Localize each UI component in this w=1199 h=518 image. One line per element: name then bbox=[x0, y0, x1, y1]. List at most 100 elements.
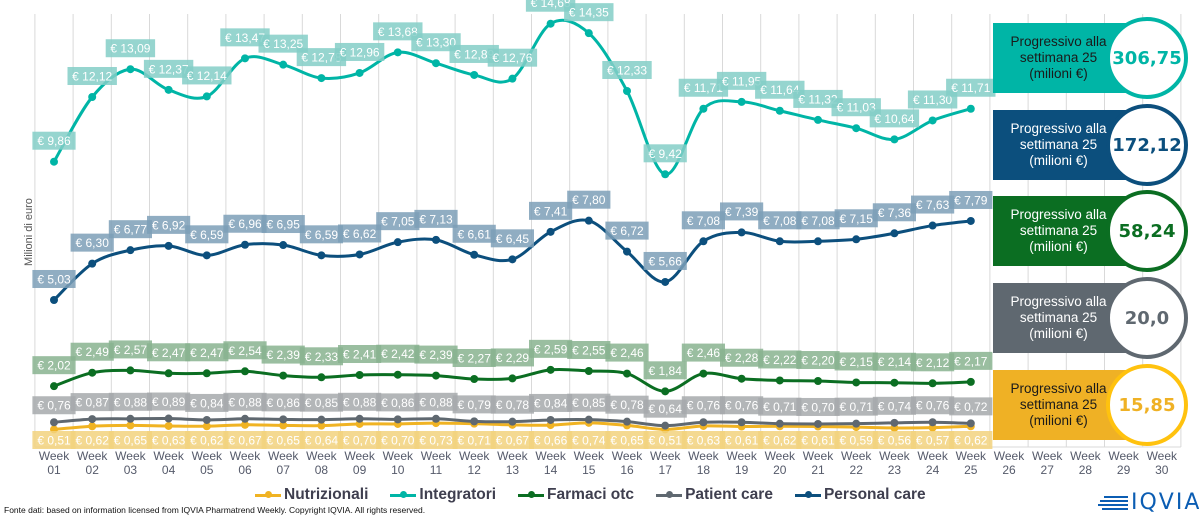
data-label: € 0,65 bbox=[610, 434, 644, 448]
data-label-box bbox=[258, 34, 308, 53]
data-label: € 0,65 bbox=[267, 434, 301, 448]
data-label: € 7,08 bbox=[687, 214, 721, 228]
data-label: € 0,66 bbox=[534, 434, 568, 448]
data-label: € 2,14 bbox=[878, 355, 912, 369]
data-label-box bbox=[296, 48, 347, 67]
data-label: € 0,70 bbox=[801, 400, 835, 414]
x-tick-label: Week 21 bbox=[803, 449, 834, 477]
x-tick-label: Week 14 bbox=[535, 449, 566, 477]
data-label-box bbox=[32, 131, 76, 150]
data-labels-integratori: € 9,86 € 12,12 € 13,09 € 12,37€ 12,14 € 13,4… bbox=[32, 0, 996, 163]
data-point bbox=[317, 251, 326, 260]
data-label: € 2,33 bbox=[305, 350, 339, 364]
data-point bbox=[699, 104, 708, 113]
data-label: € 7,39 bbox=[725, 205, 759, 219]
data-label: € 0,88 bbox=[114, 395, 148, 409]
data-point bbox=[623, 86, 631, 95]
data-label-box bbox=[602, 60, 652, 79]
data-label: € 11,71 bbox=[951, 81, 990, 95]
data-label: € 0,62 bbox=[763, 434, 797, 448]
data-label-box bbox=[32, 356, 76, 375]
data-label: € 6,96 bbox=[228, 217, 262, 231]
data-point bbox=[814, 419, 822, 428]
data-point bbox=[623, 247, 631, 256]
data-label: € 9,42 bbox=[649, 147, 683, 161]
data-point bbox=[966, 377, 975, 386]
data-label-box bbox=[147, 392, 191, 411]
data-label: € 11,95 bbox=[722, 74, 761, 88]
x-tick-label: Week 24 bbox=[917, 449, 948, 477]
x-tick-label: Week 08 bbox=[306, 449, 337, 477]
data-label: € 9,86 bbox=[37, 134, 71, 148]
data-point bbox=[393, 48, 402, 57]
x-tick-label: Week 15 bbox=[574, 449, 605, 477]
data-label-box bbox=[949, 397, 993, 416]
data-label: € 0,61 bbox=[725, 434, 759, 448]
data-labels-farmaci-otc: € 2,02 € 2,49 € 2,57 € 2,47 € 2,47 € 2,54 € 2,… bbox=[32, 339, 993, 380]
legend-item-farmaci-otc[interactable]: Farmaci otc bbox=[518, 486, 634, 504]
legend-item-integratori[interactable]: Integratori bbox=[390, 486, 496, 504]
logo-text: IQVIA bbox=[1131, 490, 1199, 515]
data-point bbox=[966, 216, 975, 225]
data-point bbox=[775, 237, 784, 246]
data-point bbox=[737, 374, 746, 383]
data-point bbox=[623, 417, 631, 426]
data-label: € 14,35 bbox=[569, 6, 609, 20]
data-label-box bbox=[452, 349, 496, 368]
data-label: € 6,61 bbox=[458, 227, 492, 241]
data-label: € 13,47 bbox=[225, 31, 265, 45]
data-label: € 0,64 bbox=[649, 402, 683, 416]
legend-item-patient-care[interactable]: Patient care bbox=[656, 486, 773, 504]
data-label: € 0,79 bbox=[458, 398, 492, 412]
data-label: € 0,76 bbox=[37, 399, 71, 413]
legend-item-nutrizionali[interactable]: Nutrizionali bbox=[255, 486, 368, 504]
data-label: € 2,22 bbox=[763, 353, 797, 367]
legend-swatch bbox=[794, 491, 821, 498]
data-point bbox=[241, 54, 249, 63]
data-point bbox=[317, 415, 326, 424]
data-point bbox=[88, 259, 97, 268]
data-label-box bbox=[525, 0, 576, 12]
data-point bbox=[50, 418, 58, 427]
data-point bbox=[852, 235, 861, 244]
data-label: € 13,09 bbox=[110, 42, 150, 56]
data-label: € 5,66 bbox=[649, 254, 683, 268]
data-label-box bbox=[911, 353, 955, 372]
data-label-box bbox=[70, 342, 114, 361]
x-tick-label: Week 07 bbox=[268, 449, 299, 477]
data-label-box bbox=[414, 392, 458, 411]
legend-item-personal-care[interactable]: Personal care bbox=[794, 486, 926, 504]
data-label: € 10,64 bbox=[874, 112, 914, 126]
data-label-box bbox=[907, 90, 958, 109]
data-point bbox=[737, 228, 746, 237]
data-point bbox=[737, 418, 746, 427]
data-point bbox=[88, 93, 97, 102]
data-point bbox=[546, 227, 555, 236]
data-label: € 1,84 bbox=[649, 364, 683, 378]
total-value-circle: 20,0 bbox=[1106, 277, 1188, 359]
data-label-box bbox=[643, 399, 687, 418]
data-point bbox=[317, 421, 326, 430]
source-footnote: Fonte dati: based on information license… bbox=[4, 505, 426, 515]
data-label-box bbox=[949, 190, 993, 209]
data-label-box bbox=[414, 209, 458, 228]
data-label: € 2,55 bbox=[572, 343, 606, 357]
data-label: € 13,25 bbox=[263, 37, 303, 51]
data-label: € 7,79 bbox=[954, 193, 988, 207]
data-point bbox=[355, 371, 364, 380]
legend-swatch bbox=[255, 491, 281, 498]
data-point bbox=[470, 70, 479, 79]
data-label: € 2,27 bbox=[458, 352, 492, 366]
data-point bbox=[737, 97, 746, 106]
data-label-box bbox=[108, 340, 152, 359]
data-label-box bbox=[223, 392, 267, 411]
data-point bbox=[432, 371, 440, 380]
data-label-box bbox=[338, 345, 382, 364]
data-label: € 12,33 bbox=[607, 63, 647, 77]
total-panel-label: Progressivo alla settimana 25 (milioni €… bbox=[1010, 381, 1107, 428]
data-label-box bbox=[911, 396, 955, 415]
data-point bbox=[88, 368, 97, 377]
legend-swatch bbox=[518, 491, 545, 498]
data-label-box bbox=[490, 395, 534, 414]
data-point bbox=[470, 417, 479, 426]
